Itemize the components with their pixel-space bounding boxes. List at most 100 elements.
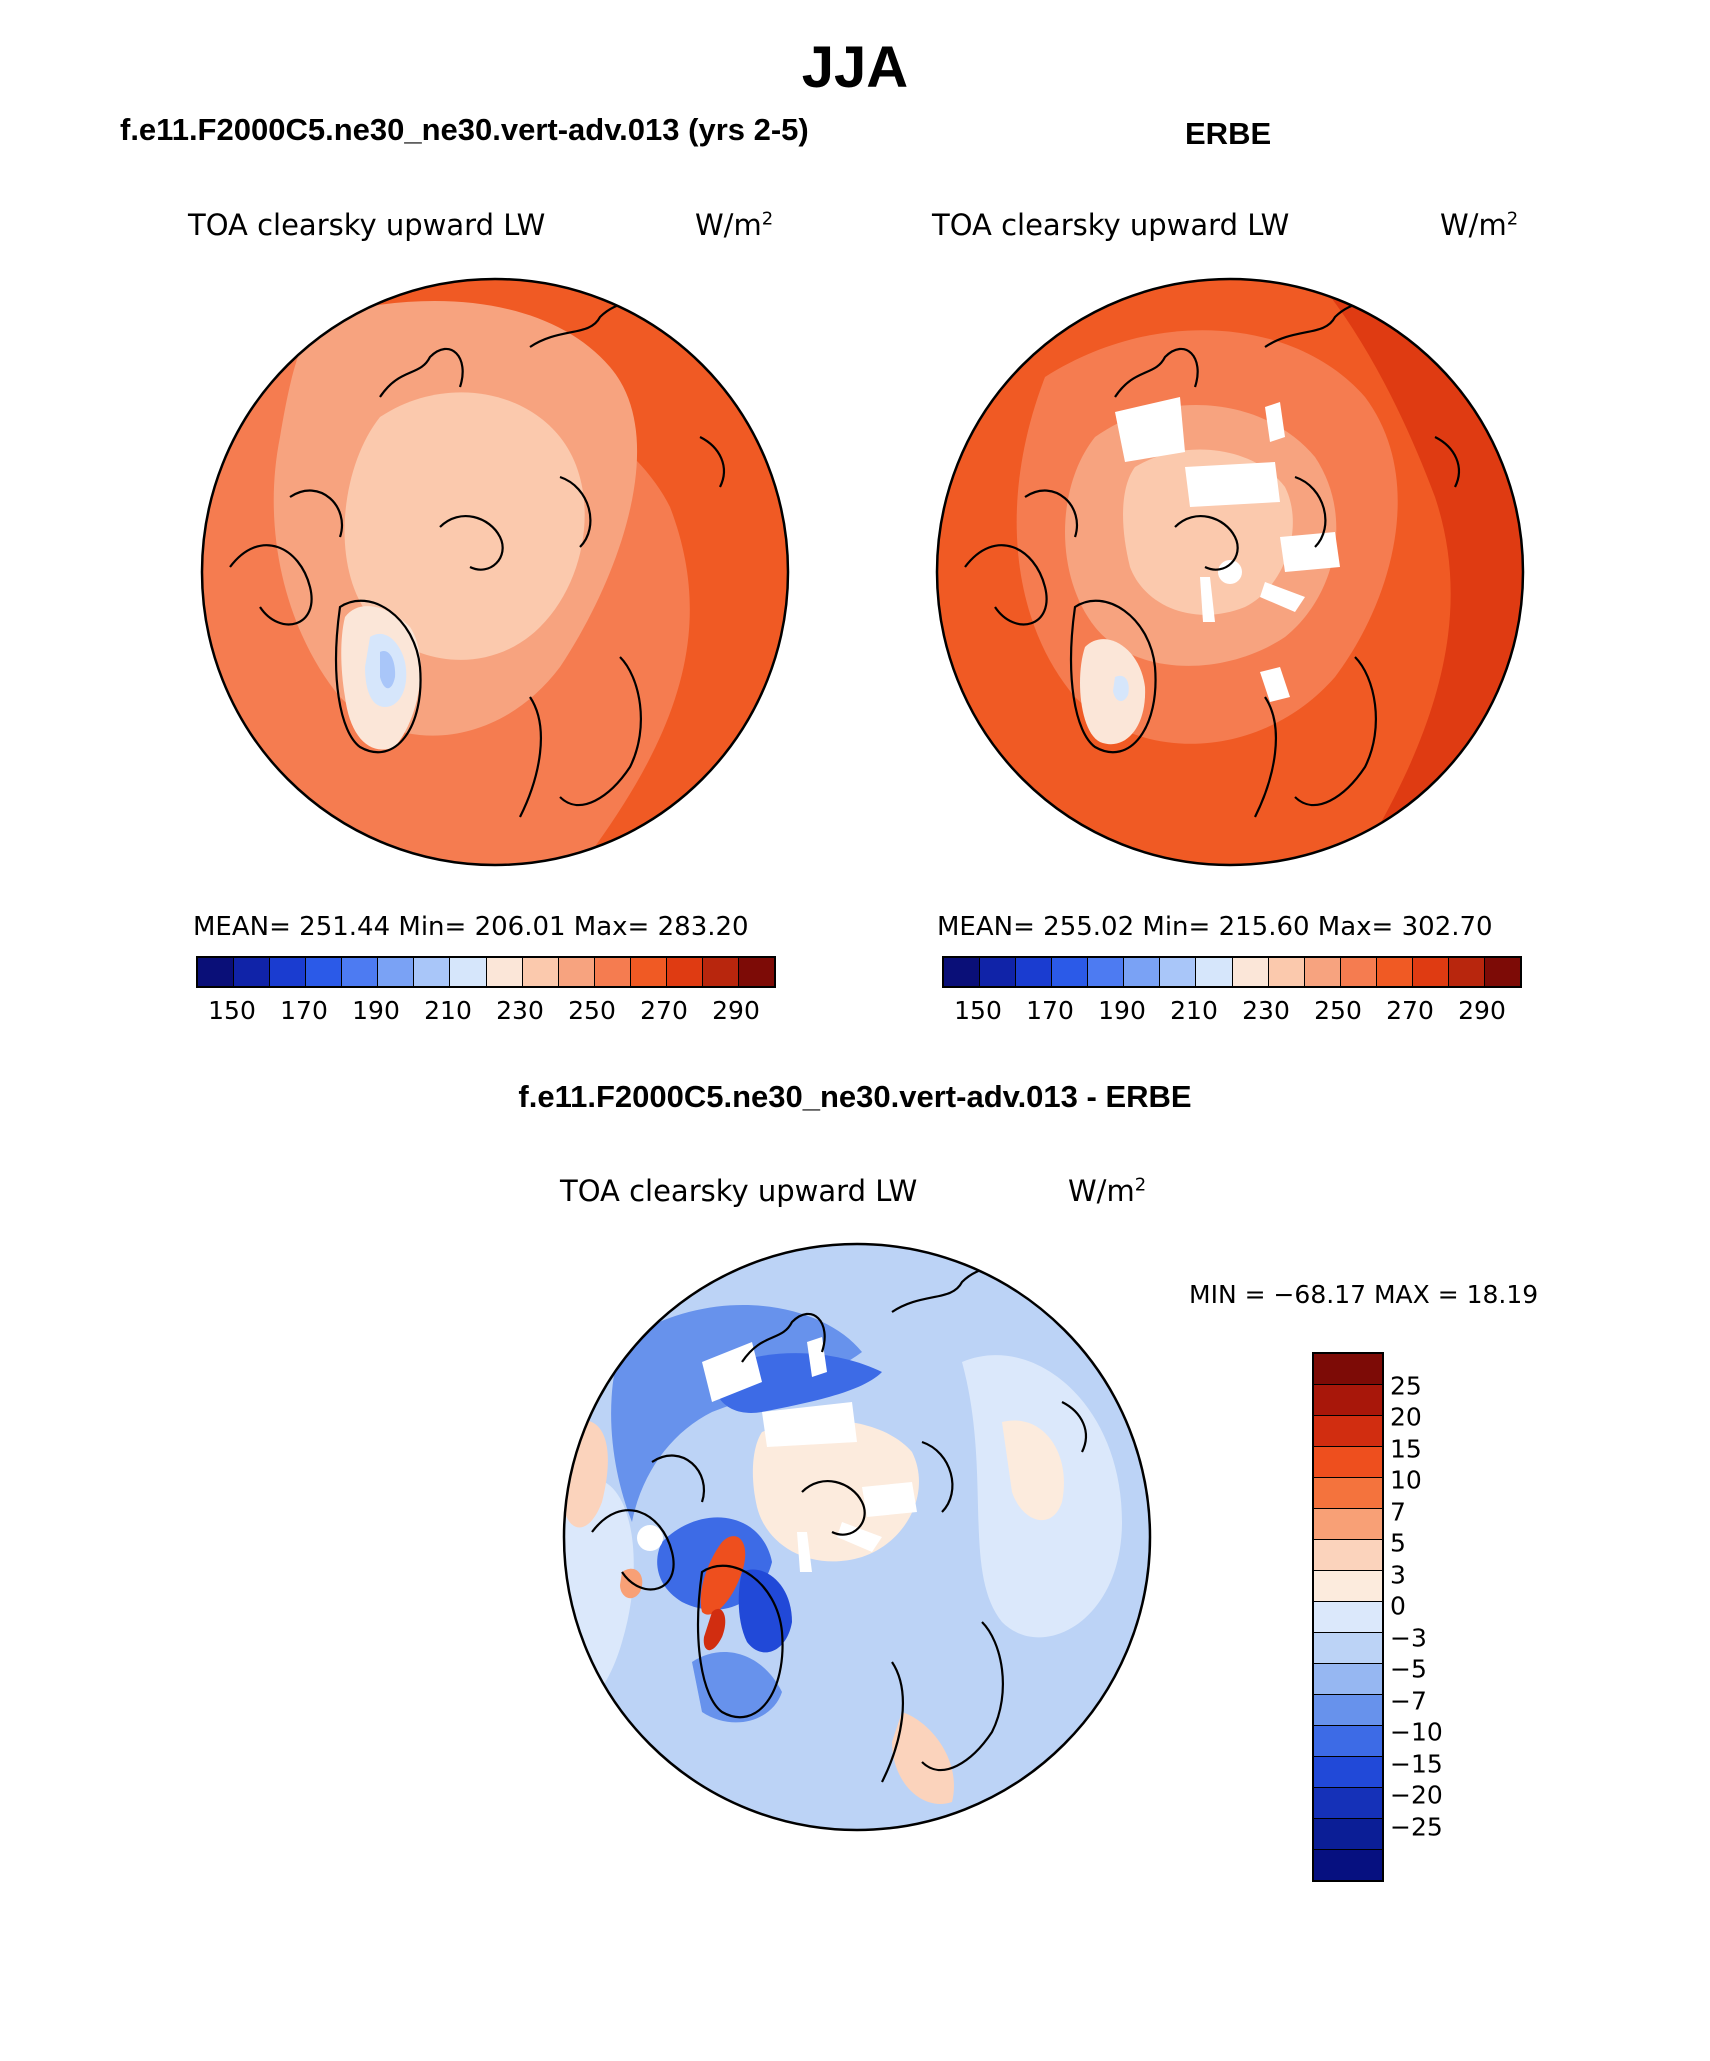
panel-2-colorbar-swatch	[1484, 958, 1520, 986]
diff-colorbar-swatch	[1314, 1354, 1382, 1385]
panel-1-colorbar-tick-label: 150	[208, 996, 256, 1025]
diff-colorbar-swatch	[1314, 1633, 1382, 1664]
panel-1-colorbar-swatch	[738, 958, 774, 986]
panel-1-colorbar-ticks: 150 170 190 210 230 250 270 290	[196, 996, 772, 1026]
diff-colorbar-tick-label: 7	[1390, 1497, 1406, 1526]
diff-colorbar-swatch	[1314, 1819, 1382, 1850]
panel-2-colorbar-swatch	[1340, 958, 1377, 986]
diff-variable: TOA clearsky upward LW	[560, 1174, 918, 1208]
panel-2-colorbar-swatch	[980, 958, 1017, 986]
panel-1-colorbar-swatch	[270, 958, 307, 986]
diff-warm-coast-1	[700, 1536, 746, 1615]
panel-1-colorbar-tick-label: 210	[424, 996, 472, 1025]
panel-2-map	[935, 277, 1525, 867]
panel-1-colorbar-swatch	[702, 958, 739, 986]
diff-map-border	[562, 1242, 1152, 1832]
diff-colorbar-tick-label: −10	[1390, 1717, 1443, 1747]
panel-2-colorbar-swatch	[1268, 958, 1305, 986]
panel-1-colorbar-swatch	[558, 958, 595, 986]
diff-warm-south	[892, 1712, 954, 1804]
panel-1-units: W/m2	[695, 208, 774, 242]
diff-colorbar-swatch	[1314, 1788, 1382, 1819]
diff-colorbar-tick-label: −15	[1390, 1749, 1443, 1778]
panel-1-colorbar-tick-label: 270	[640, 996, 688, 1025]
diff-near-zero-pole	[752, 1420, 919, 1562]
panel-1-colorbar-swatch	[594, 958, 631, 986]
panel-1-colorbar-tick-label: 170	[280, 996, 328, 1025]
diff-units: W/m2	[1068, 1174, 1147, 1208]
panel-1-colorbar-tick-label: 190	[352, 996, 400, 1025]
diff-coastlines	[591, 1251, 1087, 1783]
panel-2-greenland-min	[1113, 675, 1129, 702]
panel-1-colorbar	[196, 956, 776, 988]
diff-colorbar-tick-label: 5	[1390, 1528, 1406, 1558]
diff-colorbar-tick-label: 15	[1390, 1434, 1422, 1463]
panel-1-colorbar-swatch	[414, 958, 451, 986]
diff-colorbar-swatch	[1314, 1540, 1382, 1571]
panel-2-colorbar-tick-label: 210	[1170, 996, 1218, 1025]
diff-minmax: MIN = −68.17 MAX = 18.19	[1189, 1280, 1539, 1309]
diff-colorbar-swatch	[1314, 1726, 1382, 1757]
diff-colorbar-tick-label: −5	[1390, 1654, 1427, 1684]
diff-map	[562, 1242, 1152, 1832]
diff-colorbar-tick-label: 20	[1390, 1402, 1422, 1432]
panel-1-heading: f.e11.F2000C5.ne30_ne30.vert-adv.013 (yr…	[120, 112, 809, 147]
panel-2-units: W/m2	[1440, 208, 1519, 242]
panel-1-variable: TOA clearsky upward LW	[188, 208, 546, 242]
diff-colorbar-tick-label: −25	[1390, 1812, 1443, 1841]
diff-colorbar-tick-label: 10	[1390, 1465, 1422, 1495]
diff-warm-coast-2	[703, 1608, 726, 1651]
panel-2-greenland	[1080, 639, 1146, 745]
diff-colorbar-swatch	[1314, 1757, 1382, 1788]
diff-colorbar-tick-label: 3	[1390, 1560, 1406, 1589]
panel-2-variable: TOA clearsky upward LW	[932, 208, 1290, 242]
panel-2-map-border	[935, 277, 1525, 867]
panel-1-warm-band	[202, 279, 788, 865]
diff-heading: f.e11.F2000C5.ne30_ne30.vert-adv.013 - E…	[518, 1079, 1192, 1114]
panel-2-colorbar-ticks: 150 170 190 210 230 250 270 290	[942, 996, 1518, 1026]
panel-1-colorbar-swatch	[306, 958, 343, 986]
panel-1-colorbar-tick-label: 230	[496, 996, 544, 1025]
diff-colorbar-swatch	[1314, 1664, 1382, 1695]
panel-2-coastlines	[964, 286, 1460, 818]
panel-1-colorbar-tick-label: 250	[568, 996, 616, 1025]
diff-missing-data	[637, 1337, 917, 1572]
panel-1-stats: MEAN= 251.44 Min= 206.01 Max= 283.20	[193, 912, 749, 942]
panel-2-heading: ERBE	[1185, 116, 1272, 151]
diff-colorbar-tick-label: −7	[1390, 1686, 1427, 1715]
panel-1-colorbar-swatch	[450, 958, 487, 986]
diff-colorbar-tick-label: 25	[1390, 1371, 1422, 1400]
panel-1-map	[200, 277, 790, 867]
panel-2-colorbar-tick-label: 230	[1242, 996, 1290, 1025]
panel-1-greenland-min	[380, 651, 396, 689]
page-title: JJA	[801, 35, 909, 100]
panel-1-colorbar-swatch	[630, 958, 667, 986]
panel-2-colorbar-swatch	[1016, 958, 1053, 986]
diff-colorbar-swatch	[1314, 1602, 1382, 1633]
diff-warm-east	[1002, 1420, 1064, 1521]
diff-colorbar-swatch	[1314, 1695, 1382, 1726]
diff-colorbar-tick-label: 0	[1390, 1591, 1406, 1621]
diff-colorbar-tick-label: −20	[1390, 1780, 1443, 1810]
diff-colorbar-swatch	[1314, 1478, 1382, 1509]
panel-1-colorbar-tick-label: 290	[712, 996, 760, 1025]
panel-2-colorbar-tick-label: 150	[954, 996, 1002, 1025]
panel-2-colorbar-swatch	[1052, 958, 1089, 986]
panel-2-colorbar-swatch	[944, 958, 981, 986]
panel-1-map-border	[200, 277, 790, 867]
panel-2-colorbar-tick-label: 270	[1386, 996, 1434, 1025]
panel-2-colorbar-swatch	[1124, 958, 1161, 986]
panel-2-colorbar-swatch	[1376, 958, 1413, 986]
panel-1-colorbar-swatch	[198, 958, 235, 986]
panel-2-colorbar-swatch	[1448, 958, 1485, 986]
panel-2-missing-data	[1115, 397, 1340, 702]
diff-colorbar-swatch	[1314, 1385, 1382, 1416]
diff-colorbar-swatch	[1314, 1447, 1382, 1478]
panel-2-colorbar-tick-label: 250	[1314, 996, 1362, 1025]
panel-1-polar-region	[344, 392, 585, 660]
panel-2-colorbar-tick-label: 170	[1026, 996, 1074, 1025]
panel-2-colorbar-swatch	[1088, 958, 1125, 986]
diff-colorbar-swatch	[1314, 1509, 1382, 1540]
panel-2-colorbar-tick-label: 190	[1098, 996, 1146, 1025]
panel-1-colorbar-swatch	[234, 958, 271, 986]
